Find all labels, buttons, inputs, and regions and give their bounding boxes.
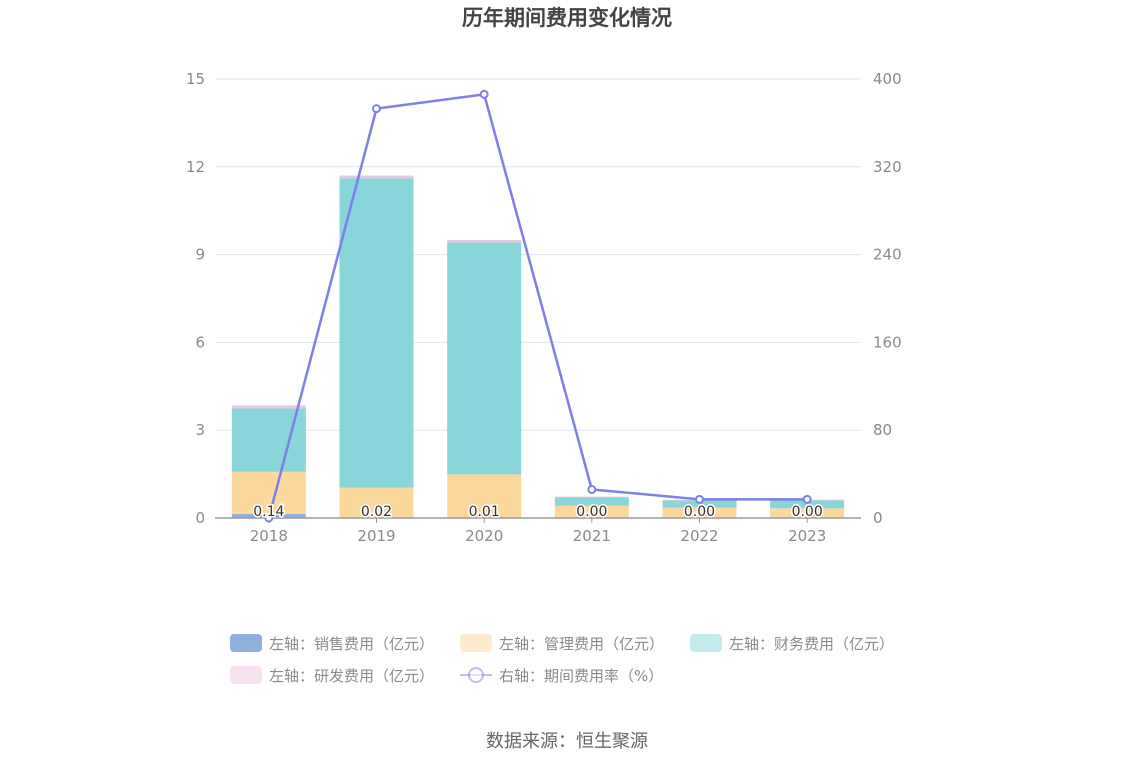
legend-swatch bbox=[230, 666, 262, 684]
x-tick-label: 2020 bbox=[465, 527, 503, 545]
right-tick-label: 160 bbox=[873, 333, 902, 351]
right-tick-label: 320 bbox=[873, 158, 902, 176]
left-tick-label: 12 bbox=[186, 158, 205, 176]
bar-segment-2018-s1[interactable] bbox=[231, 471, 306, 514]
bar-segment-2020-s1[interactable] bbox=[447, 474, 522, 518]
left-axis: 0 3 6 9 12 15 bbox=[186, 70, 205, 527]
x-axis: 2018 2019 2020 2021 2022 2023 bbox=[250, 518, 826, 545]
x-tick-label: 2019 bbox=[357, 527, 395, 545]
bar-segment-2018-s3[interactable] bbox=[231, 405, 306, 409]
bar-series bbox=[231, 175, 845, 518]
x-tick-label: 2018 bbox=[250, 527, 288, 545]
legend-swatch bbox=[230, 634, 262, 652]
rate-point-2022[interactable] bbox=[695, 494, 704, 504]
legend: 左轴：销售费用（亿元） 左轴：管理费用（亿元） 左轴：财务费用（亿元） 左轴：研发费用… bbox=[230, 634, 894, 685]
right-tick-label: 80 bbox=[873, 421, 892, 439]
x-tick-label: 2022 bbox=[680, 527, 718, 545]
rate-point-2023[interactable] bbox=[802, 494, 812, 504]
x-tick-label: 2023 bbox=[788, 527, 826, 545]
bar-segment-2021-s2[interactable] bbox=[554, 497, 629, 506]
legend-label: 左轴：管理费用（亿元） bbox=[499, 635, 664, 653]
legend-item[interactable]: 左轴：管理费用（亿元） bbox=[460, 634, 664, 653]
legend-item[interactable]: 左轴：销售费用（亿元） bbox=[230, 634, 434, 653]
rate-point-2019[interactable] bbox=[372, 104, 381, 114]
legend-swatch bbox=[690, 634, 722, 652]
bar-segment-2023-s1[interactable] bbox=[770, 508, 845, 518]
legend-label: 右轴：期间费用率（%） bbox=[499, 667, 663, 685]
bar-segment-2019-s2[interactable] bbox=[339, 178, 414, 488]
legend-item[interactable]: 左轴：财务费用（亿元） bbox=[690, 634, 894, 653]
bar-segment-2020-s2[interactable] bbox=[447, 242, 522, 475]
right-tick-label: 400 bbox=[873, 70, 902, 88]
source-note: 数据来源：恒生聚源 bbox=[486, 731, 648, 752]
legend-item[interactable]: 右轴：期间费用率（%） bbox=[460, 667, 663, 685]
right-axis: 0 80 160 240 320 400 bbox=[873, 70, 902, 527]
right-tick-label: 0 bbox=[873, 509, 883, 527]
data-label: 0.02 bbox=[361, 504, 392, 520]
rate-point-2021[interactable] bbox=[587, 484, 597, 494]
data-label: 0.00 bbox=[576, 504, 607, 520]
rate-line bbox=[267, 92, 808, 519]
left-tick-label: 6 bbox=[195, 333, 205, 351]
left-tick-label: 9 bbox=[195, 246, 205, 264]
line-series bbox=[264, 89, 812, 523]
right-tick-label: 240 bbox=[873, 246, 902, 264]
bar-segment-2018-s2[interactable] bbox=[231, 408, 306, 472]
data-label: 0.00 bbox=[792, 504, 823, 520]
legend-marker bbox=[468, 667, 484, 683]
left-tick-label: 0 bbox=[195, 509, 205, 527]
bar-segment-2019-s3[interactable] bbox=[339, 175, 414, 179]
bar-segment-2021-s1[interactable] bbox=[554, 505, 629, 518]
data-label: 0.14 bbox=[253, 504, 284, 520]
legend-swatch bbox=[460, 634, 492, 652]
legend-label: 左轴：销售费用（亿元） bbox=[269, 635, 434, 653]
bar-segment-2022-s1[interactable] bbox=[662, 507, 737, 518]
bar-segment-2023-s2[interactable] bbox=[770, 500, 845, 509]
legend-item[interactable]: 左轴：研发费用（亿元） bbox=[230, 666, 434, 685]
rate-point-2018[interactable] bbox=[264, 513, 274, 523]
left-tick-label: 3 bbox=[195, 421, 205, 439]
data-label: 0.01 bbox=[469, 504, 500, 520]
bar-segment-2022-s2[interactable] bbox=[662, 500, 737, 508]
legend-label: 左轴：研发费用（亿元） bbox=[269, 667, 434, 685]
x-tick-label: 2021 bbox=[573, 527, 611, 545]
left-tick-label: 15 bbox=[186, 70, 205, 88]
chart-title: 历年期间费用变化情况 bbox=[462, 6, 672, 30]
grid-lines bbox=[215, 78, 861, 431]
bar-segment-2020-s3[interactable] bbox=[447, 239, 522, 243]
bar-segment-2021-s3[interactable] bbox=[554, 496, 629, 498]
data-labels: 0.14 0.02 0.01 0.00 0.00 0.00 bbox=[252, 503, 825, 522]
bar-segment-2019-s1[interactable] bbox=[339, 487, 414, 518]
rate-point-2020[interactable] bbox=[479, 89, 489, 99]
legend-label: 左轴：财务费用（亿元） bbox=[729, 635, 894, 653]
data-label: 0.00 bbox=[684, 504, 715, 520]
